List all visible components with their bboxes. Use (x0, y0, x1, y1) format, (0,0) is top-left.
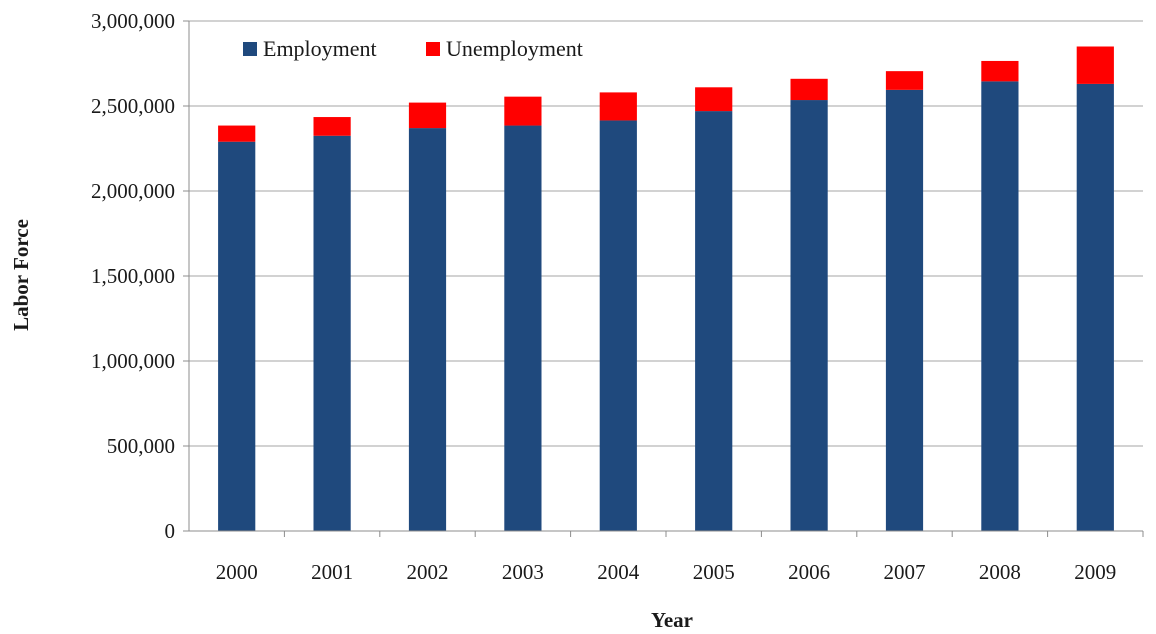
bar-employment-2007 (885, 89, 924, 531)
bar-employment-2001 (313, 135, 351, 531)
x-tick-label: 2004 (597, 560, 640, 584)
bar-employment-2006 (790, 100, 828, 532)
bar-unemployment-2008 (981, 60, 1019, 82)
x-tick-label: 2001 (311, 560, 353, 584)
legend-label-unemployment: Unemployment (446, 36, 583, 61)
y-tick-label: 2,000,000 (91, 179, 175, 203)
y-tick-label: 1,000,000 (91, 349, 175, 373)
bar-employment-2005 (695, 111, 733, 531)
x-axis-title: Year (651, 608, 693, 632)
x-tick-label: 2003 (502, 560, 544, 584)
legend-swatch-employment (243, 42, 257, 56)
bar-unemployment-2006 (790, 78, 828, 101)
bar-unemployment-2003 (504, 96, 542, 126)
legend: Employment Unemployment (243, 36, 583, 61)
y-tick-label: 3,000,000 (91, 9, 175, 33)
x-tick-label: 2002 (407, 560, 449, 584)
x-tick-label: 2008 (979, 560, 1021, 584)
bar-unemployment-2007 (885, 71, 924, 90)
bar-employment-2008 (981, 81, 1019, 531)
bar-unemployment-2005 (695, 87, 733, 112)
bar-unemployment-2002 (408, 102, 447, 129)
bar-employment-2004 (599, 120, 637, 531)
bar-employment-2009 (1076, 83, 1114, 532)
bar-unemployment-2001 (313, 117, 351, 136)
legend-swatch-unemployment (426, 42, 440, 56)
bars (218, 46, 1114, 532)
x-tick-label: 2005 (693, 560, 735, 584)
y-tick-label: 2,500,000 (91, 94, 175, 118)
y-tick-label: 1,500,000 (91, 264, 175, 288)
y-tick-label: 0 (165, 519, 176, 543)
x-tick-label: 2000 (216, 560, 258, 584)
bar-unemployment-2009 (1076, 46, 1114, 84)
legend-label-employment: Employment (263, 36, 377, 61)
x-tick-label: 2009 (1074, 560, 1116, 584)
bar-employment-2003 (504, 125, 542, 532)
bar-employment-2002 (408, 128, 447, 531)
bar-unemployment-2004 (599, 92, 637, 121)
bar-unemployment-2000 (218, 125, 256, 142)
axes: 0 500,000 1,000,000 1,500,000 2,000,000 2,500… (91, 9, 1144, 584)
bar-employment-2000 (218, 141, 256, 531)
y-tick-label: 500,000 (107, 434, 175, 458)
x-tick-label: 2006 (788, 560, 830, 584)
y-axis-title: Labor Force (9, 219, 33, 331)
x-tick-label: 2007 (884, 560, 926, 584)
